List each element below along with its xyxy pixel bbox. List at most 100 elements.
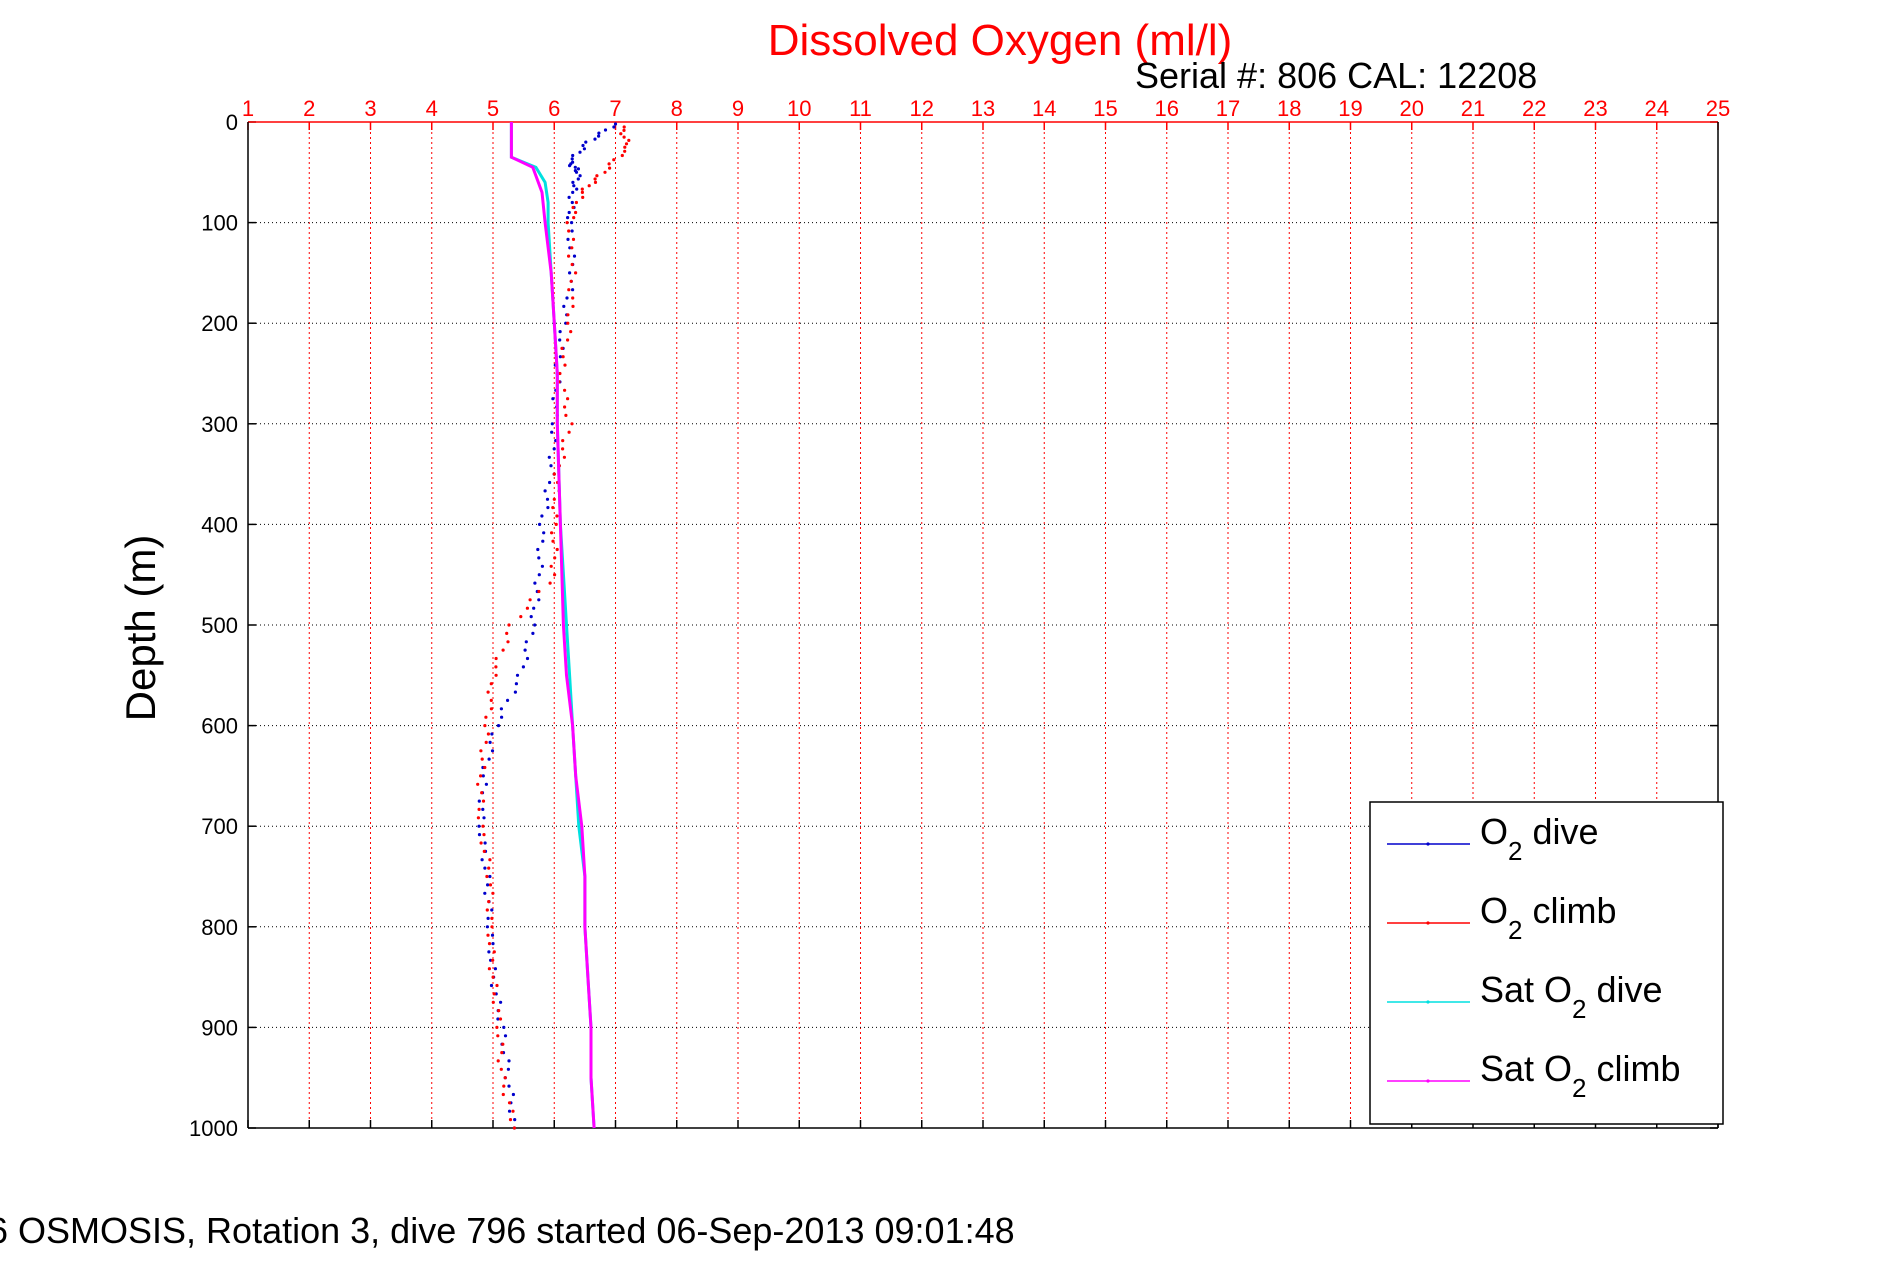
data-point xyxy=(574,210,578,215)
data-point xyxy=(481,799,486,803)
data-point xyxy=(483,891,487,895)
data-point xyxy=(488,740,492,745)
data-point xyxy=(619,132,623,136)
data-point xyxy=(571,205,575,210)
data-point xyxy=(528,598,532,602)
data-point xyxy=(551,397,555,401)
data-point xyxy=(555,547,559,552)
data-point xyxy=(552,447,556,451)
data-point xyxy=(623,145,627,149)
data-point xyxy=(491,975,495,979)
data-point xyxy=(479,774,483,778)
data-point xyxy=(593,177,597,181)
data-point xyxy=(477,824,481,828)
series-line xyxy=(509,122,596,1129)
x-tick-label: 12 xyxy=(910,96,934,121)
data-point xyxy=(549,564,553,568)
data-point xyxy=(622,128,626,132)
data-point xyxy=(484,740,488,745)
x-tick-label: 24 xyxy=(1645,96,1669,121)
data-point xyxy=(515,673,520,677)
data-point xyxy=(570,262,574,267)
y-tick-label: 700 xyxy=(201,814,238,839)
data-point xyxy=(480,757,484,761)
x-tick-label: 4 xyxy=(426,96,438,121)
x-tick-label: 1 xyxy=(242,96,254,121)
y-tick-label: 600 xyxy=(201,714,238,739)
data-point xyxy=(537,573,541,577)
legend-marker xyxy=(1426,842,1430,846)
data-point xyxy=(481,807,485,812)
data-point xyxy=(489,698,493,703)
data-point xyxy=(500,715,504,719)
data-point xyxy=(490,732,494,736)
data-point xyxy=(486,732,490,736)
data-point xyxy=(488,874,492,879)
data-point xyxy=(531,631,535,636)
data-point xyxy=(580,187,584,191)
data-point xyxy=(512,1126,517,1130)
data-point xyxy=(597,134,601,138)
data-point xyxy=(552,472,556,476)
data-point xyxy=(487,900,491,904)
x-tick-label: 13 xyxy=(971,96,995,121)
data-point xyxy=(587,184,591,188)
data-point xyxy=(580,190,585,194)
x-tick-label: 7 xyxy=(609,96,621,121)
data-point xyxy=(482,833,486,837)
data-point xyxy=(501,1042,505,1046)
data-point xyxy=(603,170,607,174)
x-tick-label: 6 xyxy=(548,96,560,121)
legend-marker xyxy=(1426,921,1430,925)
data-point xyxy=(494,665,498,669)
x-tick-label: 20 xyxy=(1400,96,1424,121)
data-point xyxy=(584,140,588,144)
data-point xyxy=(477,807,481,812)
data-point xyxy=(595,174,599,178)
data-point xyxy=(623,149,627,153)
data-point xyxy=(540,564,545,568)
data-point xyxy=(521,665,526,669)
data-point xyxy=(498,1017,503,1021)
y-tick-label: 100 xyxy=(201,211,238,236)
data-point xyxy=(567,288,571,292)
series-o2-climb xyxy=(476,125,631,1130)
legend-label: O2 climb xyxy=(1480,890,1617,945)
x-tick-label: 14 xyxy=(1032,96,1056,121)
data-point xyxy=(572,216,576,220)
data-point xyxy=(572,184,576,188)
data-point xyxy=(511,1092,515,1097)
data-point xyxy=(519,615,523,619)
data-point xyxy=(505,631,509,636)
data-point xyxy=(484,715,488,719)
data-point xyxy=(558,355,563,359)
data-point xyxy=(560,346,564,350)
data-point xyxy=(566,321,570,325)
data-point xyxy=(489,983,494,988)
data-point xyxy=(570,229,574,233)
data-point xyxy=(497,1009,501,1013)
data-point xyxy=(491,1000,495,1004)
data-point xyxy=(496,1059,500,1063)
data-point xyxy=(563,363,567,367)
data-point xyxy=(576,177,580,181)
data-point xyxy=(574,200,579,205)
data-point xyxy=(523,648,527,652)
data-point xyxy=(496,1017,500,1021)
data-point xyxy=(490,933,495,937)
data-point xyxy=(500,1051,504,1055)
data-point xyxy=(548,480,552,485)
legend-label: O2 dive xyxy=(1480,811,1599,866)
data-point xyxy=(548,581,552,585)
data-point xyxy=(507,1101,512,1105)
data-point xyxy=(582,147,587,151)
data-point xyxy=(558,371,562,376)
y-tick-label: 300 xyxy=(201,412,238,437)
data-point xyxy=(593,180,598,184)
x-tick-label: 5 xyxy=(487,96,499,121)
data-point xyxy=(551,506,555,510)
data-point xyxy=(558,330,562,334)
data-point xyxy=(573,165,577,169)
data-point xyxy=(561,439,565,443)
data-point xyxy=(620,153,624,158)
